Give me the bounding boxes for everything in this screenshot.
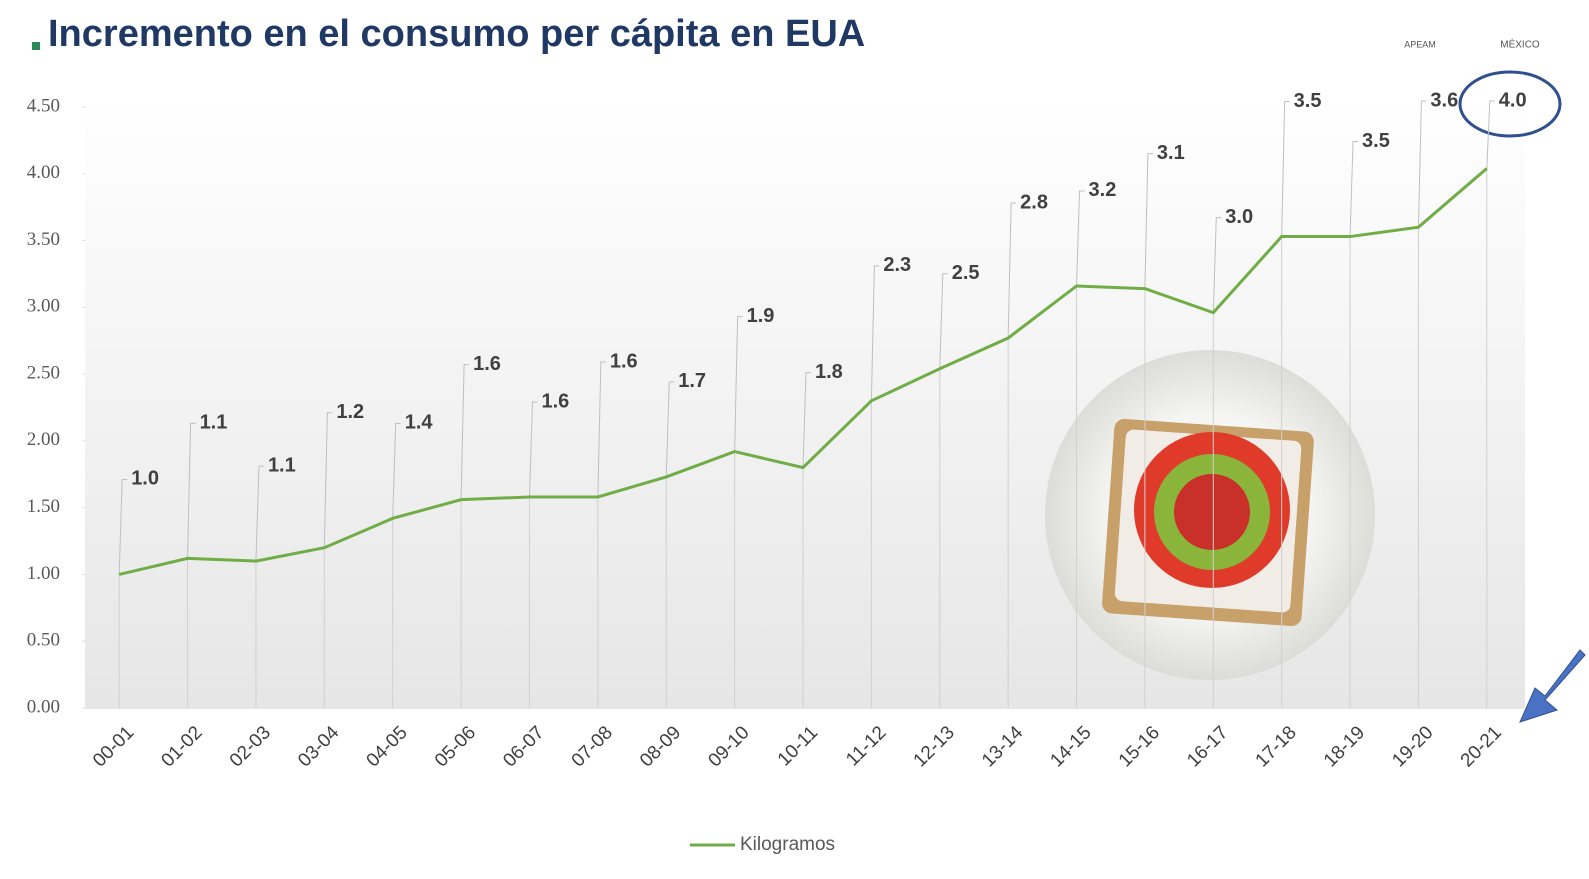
label-leader [528, 401, 538, 497]
x-tick-label: 16-17 [1183, 722, 1232, 771]
label-leader [1349, 141, 1359, 237]
data-label: 2.5 [952, 262, 980, 284]
x-tick-label: 06-07 [499, 722, 548, 771]
data-label: 1.6 [610, 350, 638, 372]
label-leader [118, 478, 128, 575]
y-tick-label: 1.50 [27, 496, 60, 517]
label-leader [870, 265, 880, 401]
y-tick-label: 4.50 [27, 95, 60, 116]
label-leader [1144, 153, 1153, 289]
label-leader [665, 381, 675, 477]
data-label: 1.0 [131, 468, 159, 490]
x-tick-label: 15-16 [1115, 722, 1164, 771]
y-tick-label: 0.00 [27, 696, 60, 717]
logo-left: APEAM [1404, 39, 1436, 49]
x-tick-label: 14-15 [1046, 722, 1095, 771]
y-tick-label: 3.00 [27, 296, 60, 317]
x-tick-label: 12-13 [910, 722, 959, 771]
x-tick-label: 08-09 [636, 722, 685, 771]
data-label: 1.2 [336, 401, 364, 423]
x-tick-label: 01-02 [157, 722, 206, 771]
label-leader [323, 412, 333, 548]
label-leader [392, 422, 401, 519]
logo-right: MÉXICO [1500, 38, 1540, 51]
series-line [118, 167, 1488, 576]
label-leader [1007, 202, 1017, 339]
legend-label: Kilogramos [740, 834, 835, 855]
plate-image [1045, 350, 1375, 680]
label-leader [1486, 100, 1495, 169]
x-tick-label: 18-19 [1320, 722, 1369, 771]
chart-title: Incremento en el consumo per cápita en E… [48, 13, 865, 55]
x-tick-label: 10-11 [774, 722, 822, 770]
data-label: 1.1 [268, 454, 296, 476]
x-tick-label: 05-06 [431, 722, 480, 771]
label-leader [1076, 190, 1085, 286]
data-label: 3.6 [1430, 89, 1458, 111]
data-label: 1.7 [678, 370, 706, 392]
x-tick-label: 07-08 [568, 722, 617, 771]
data-label: 3.5 [1294, 90, 1322, 112]
data-label: 1.6 [541, 390, 569, 412]
y-tick-label: 4.00 [27, 162, 60, 183]
data-label: 1.6 [473, 353, 501, 375]
data-label: 1.8 [815, 361, 843, 383]
data-label: 2.3 [883, 254, 911, 276]
data-label: 3.2 [1089, 179, 1117, 201]
x-tick-label: 09-10 [704, 722, 753, 771]
data-label: 3.5 [1362, 130, 1390, 152]
data-label: 4.0 [1499, 89, 1527, 111]
arrow [1519, 649, 1586, 723]
x-tick-label: 03-04 [294, 722, 344, 772]
label-leader [734, 316, 743, 452]
label-leader [939, 273, 948, 369]
label-leader [187, 422, 196, 559]
title-bullet [32, 42, 40, 50]
x-tick-label: 11-12 [842, 722, 890, 770]
data-label: 1.1 [200, 412, 228, 434]
x-tick-label: 20-21 [1457, 722, 1506, 771]
data-label: 1.9 [747, 305, 775, 327]
y-tick-label: 1.00 [27, 563, 60, 584]
data-label: 3.1 [1157, 142, 1185, 164]
label-leader [255, 465, 264, 562]
y-tick-label: 2.50 [27, 362, 60, 383]
label-leader [460, 364, 470, 500]
x-tick-label: 00-01 [89, 722, 138, 771]
data-label: 2.8 [1020, 191, 1048, 213]
x-tick-label: 02-03 [226, 722, 275, 771]
label-leader [1212, 217, 1222, 313]
x-tick-label: 19-20 [1388, 722, 1437, 771]
data-label: 1.4 [405, 412, 434, 434]
y-tick-label: 0.50 [27, 630, 60, 651]
label-leader [802, 372, 811, 468]
y-tick-label: 3.50 [27, 229, 60, 250]
y-tick-label: 2.00 [27, 429, 60, 450]
x-tick-label: 13-14 [978, 722, 1028, 772]
label-leader [1281, 101, 1290, 237]
x-tick-label: 17-18 [1252, 722, 1301, 771]
heart [1174, 474, 1250, 550]
data-label: 3.0 [1225, 206, 1253, 228]
label-leader [597, 361, 606, 497]
highlight-circle [1458, 70, 1562, 138]
x-tick-label: 04-05 [363, 722, 412, 771]
label-leader [1417, 100, 1427, 228]
